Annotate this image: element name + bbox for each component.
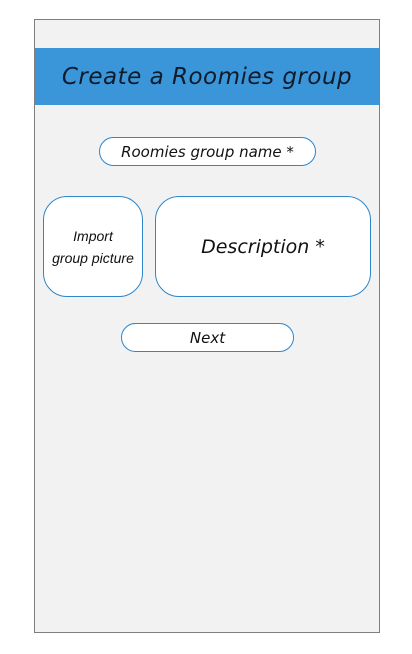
description-input[interactable]: Description * xyxy=(155,196,371,297)
screen: Create a Roomies group Roomies group nam… xyxy=(34,19,380,633)
import-group-picture-button[interactable]: Import group picture xyxy=(43,196,143,297)
import-label: Import group picture xyxy=(52,225,134,269)
page-title: Create a Roomies group xyxy=(61,63,353,90)
header-bar: Create a Roomies group xyxy=(35,48,379,105)
next-button[interactable]: Next xyxy=(121,323,294,352)
group-name-input[interactable]: Roomies group name * xyxy=(99,137,316,166)
import-label-line2: group picture xyxy=(52,249,134,266)
import-label-line1: Import xyxy=(73,227,113,244)
